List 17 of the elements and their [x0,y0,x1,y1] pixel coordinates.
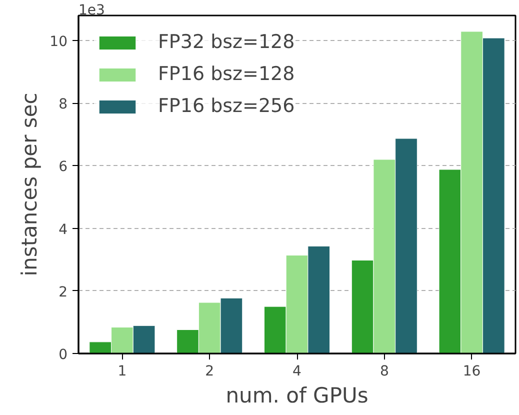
x-tick-label: 16 [462,364,481,380]
legend-label: FP16 bsz=256 [158,95,295,117]
legend-label: FP16 bsz=128 [158,63,295,85]
x-tick-label: 1 [118,364,127,380]
y-axis-title: instances per sec [18,92,42,276]
y-tick-label: 10 [50,34,68,50]
x-axis-title: num. of GPUs [226,384,368,408]
legend-label: FP32 bsz=128 [158,31,295,53]
x-tick-label: 2 [205,364,214,380]
annotation: 1e3 [78,2,105,18]
x-tick-label: 8 [380,364,389,380]
y-tick-label: 6 [58,159,68,176]
y-tick-label: 0 [58,347,68,363]
y-tick-label: 4 [58,222,68,238]
y-tick-label: 8 [58,96,68,113]
y-tick-label: 2 [58,284,68,300]
x-tick-label: 4 [292,364,302,380]
